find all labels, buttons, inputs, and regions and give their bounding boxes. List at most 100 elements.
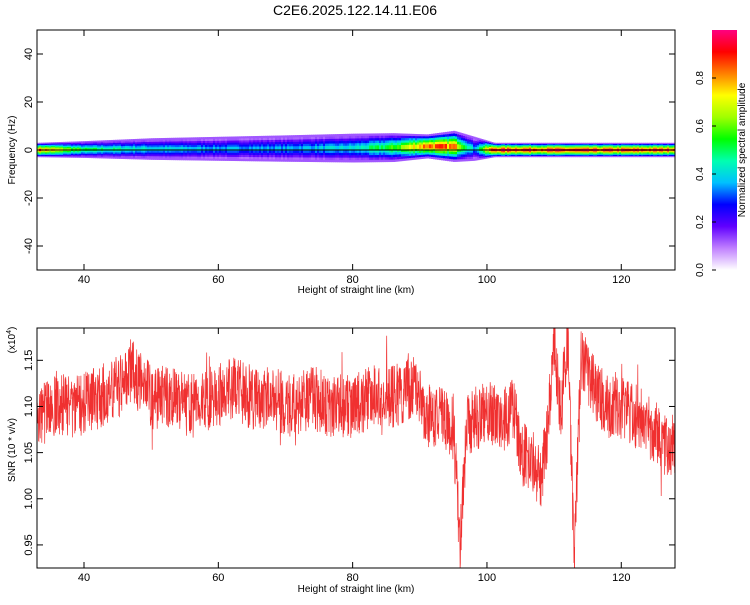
spectrogram-cell [379,145,382,151]
spectrogram-cell [265,146,268,151]
spectrogram-cell [191,146,194,151]
colorbar-tick-label: 0.2 [695,215,706,229]
spectrogram-cell [139,147,142,151]
spectrogram-cell [457,144,460,150]
spectrogram-cell [435,144,438,149]
spectrogram-cell [417,144,420,149]
spectrogram-cell [117,147,120,151]
spectrogram-cell [219,146,222,151]
spectrogram-cell [257,146,260,151]
spectrogram-cell [391,145,394,151]
spectrogram-y-tick-label: 20 [23,96,35,108]
spectrogram-cell [427,144,430,149]
spectrogram-cell [281,146,284,151]
spectrogram-cell [433,144,436,149]
snr-x-tick-label: 120 [612,572,630,584]
figure-title: C2E6.2025.122.14.11.E06 [273,2,437,18]
spectrogram-cell [393,145,396,150]
spectrogram-band [37,130,675,163]
snr-y-label: SNR (10 * v/v) [7,418,18,482]
snr-multiplier-label: (x104) [6,327,18,354]
spectrogram-cell [445,143,448,149]
spectrogram-cell [459,144,462,150]
spectrogram-cell [107,147,110,151]
spectrogram-cell [215,146,218,151]
spectrogram-cell [171,147,174,151]
spectrogram-cell [221,146,224,151]
spectrogram-cell [399,145,402,150]
spectrogram-cell [113,147,116,151]
spectrogram-cell [483,147,486,151]
snr-x-tick-label: 40 [78,572,90,584]
snr-x-label: Height of straight line (km) [298,584,415,595]
spectrogram-cell [267,146,270,151]
spectrogram-cell [471,146,474,151]
spectrogram-cell [381,145,384,151]
snr-series-line [37,328,675,568]
spectrogram-cell [439,144,442,149]
spectrogram-cell [279,146,282,151]
spectrogram-cell [245,146,248,151]
spectrogram-cell [239,146,242,151]
spectrogram-cell [455,144,458,150]
spectrogram-cell [179,147,182,151]
spectrogram-cell [353,145,356,151]
spectrogram-cell [429,144,432,149]
colorbar: 0.0 0.2 0.4 0.6 0.8 Normalized spectral ampl… [695,30,748,277]
spectrogram-cell [127,147,130,151]
spectrogram-cell [415,144,418,149]
spectrogram-cell [277,146,280,151]
spectrogram-cell [211,146,214,151]
spectrogram-cell [479,147,482,151]
snr-y-tick-label: 1.10 [23,396,35,417]
spectrogram-cell [307,146,310,151]
spectrogram-cell [395,145,398,150]
colorbar-tick-label: 0.6 [695,119,706,133]
spectrogram-cell [319,146,322,151]
spectrogram-cell [161,147,164,151]
spectrogram-cell [285,146,288,151]
spectrogram-cell [121,147,124,151]
spectrogram-cell [313,146,316,151]
spectrogram-cell [199,146,202,151]
spectrogram-cell [485,147,488,152]
spectrogram-cell [115,147,118,151]
spectrogram-cell [335,145,338,151]
spectrogram-cell [91,148,94,151]
spectrogram-cell [189,146,192,151]
spectrogram-x-tick-label: 80 [347,274,359,286]
spectrogram-y-tick-label: 0 [23,147,35,153]
snr-y-tick-label: 1.00 [23,488,35,509]
spectrogram-cell [95,147,98,151]
spectrogram-cell [97,147,100,151]
spectrogram-cell [349,145,352,151]
spectrogram-cell [183,147,186,151]
spectrogram-cell [299,146,302,151]
spectrogram-cell [475,146,478,151]
spectrogram-cell [317,146,320,151]
spectrogram-cell [247,146,250,151]
spectrogram-cell [187,147,190,151]
spectrogram-cell [165,147,168,151]
spectrogram-cell [173,147,176,151]
snr-frame [36,327,676,569]
spectrogram-cell [355,145,358,151]
spectrogram-cell [135,147,138,151]
spectrogram-cell [315,146,318,151]
spectrogram-cell [287,146,290,151]
spectrogram-x-tick-label: 120 [612,274,630,286]
spectrogram-cell [251,146,254,151]
spectrogram-cell [125,147,128,151]
spectrogram-cell [235,146,238,151]
spectrogram-cell [383,145,386,151]
spectrogram-cell [363,145,366,151]
spectrogram-cell [403,144,406,150]
spectrogram-cell [361,145,364,151]
spectrogram-cell [109,147,112,151]
spectrogram-cell [453,143,456,149]
spectrogram-cell [131,147,134,151]
spectrogram-cell [229,146,232,151]
spectrogram-cell [357,145,360,151]
snr-x-tick-label: 80 [347,572,359,584]
